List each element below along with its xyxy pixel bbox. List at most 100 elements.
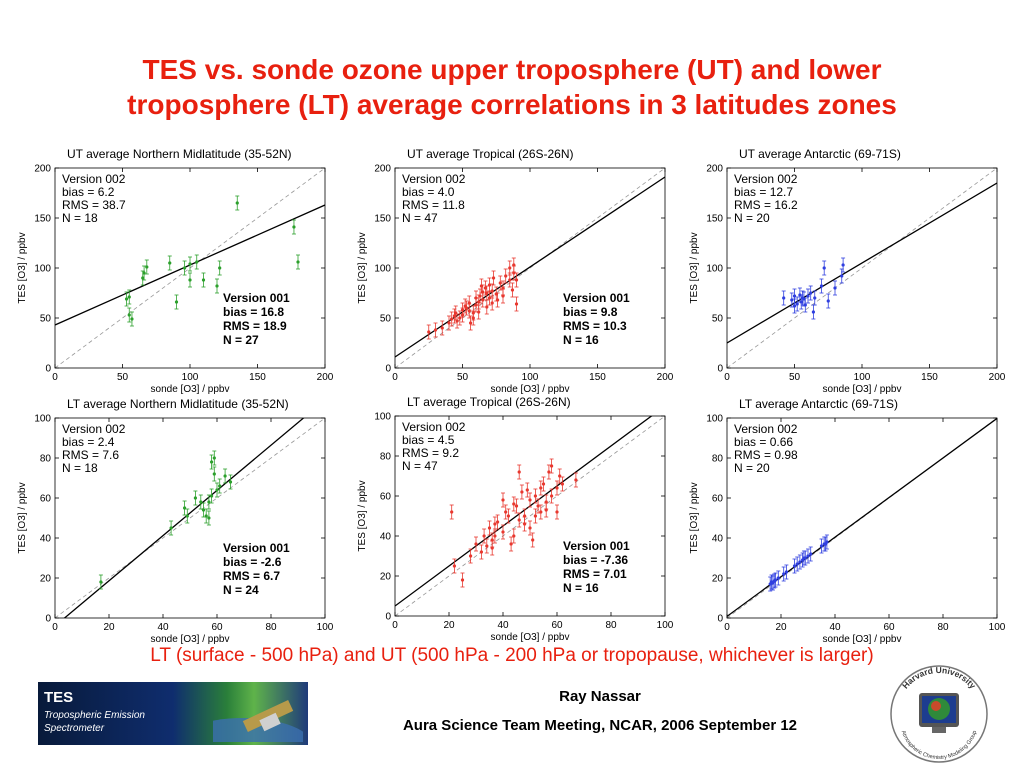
y-tick-label: 50 xyxy=(40,314,52,325)
point-marker xyxy=(474,542,478,546)
x-tick-label: 20 xyxy=(103,622,115,633)
x-tick-label: 60 xyxy=(883,622,895,633)
data-point xyxy=(826,293,831,309)
point-marker xyxy=(168,261,172,265)
y-tick-label: 100 xyxy=(34,264,51,275)
x-tick-label: 200 xyxy=(317,372,334,383)
data-point xyxy=(501,492,505,508)
data-point xyxy=(806,288,810,304)
v001-label: Version 001 xyxy=(223,541,290,555)
point-marker xyxy=(539,510,543,514)
data-point xyxy=(460,572,465,588)
point-marker xyxy=(496,298,500,302)
point-marker xyxy=(477,310,481,314)
v002-n: N = 20 xyxy=(734,211,770,225)
point-marker xyxy=(833,286,837,290)
point-marker xyxy=(819,544,824,548)
v002-n: N = 20 xyxy=(734,461,770,475)
data-point xyxy=(812,290,817,306)
point-marker xyxy=(469,321,473,325)
panel-title: UT average Antarctic (69-71S) xyxy=(739,147,901,161)
point-marker xyxy=(201,278,206,282)
data-point xyxy=(784,564,789,580)
v001-bias: bias = -2.6 xyxy=(223,555,282,569)
data-point xyxy=(495,292,500,308)
data-point xyxy=(503,504,508,520)
point-marker xyxy=(514,504,519,508)
x-tick-label: 150 xyxy=(921,372,938,383)
x-tick-label: 0 xyxy=(724,622,730,633)
data-point xyxy=(806,548,810,564)
point-marker xyxy=(541,482,546,486)
point-marker xyxy=(512,502,516,506)
x-axis-label: sonde [O3] / ppbv xyxy=(151,634,230,645)
data-point xyxy=(514,272,519,288)
footnote: LT (surface - 500 hPa) and UT (500 hPa -… xyxy=(150,645,874,666)
v001-rms: RMS = 7.01 xyxy=(563,567,627,581)
panel-title: LT average Northern Midlatitude (35-52N) xyxy=(67,397,289,411)
banner-title: TES xyxy=(44,689,74,706)
data-point xyxy=(819,538,824,554)
point-marker xyxy=(550,464,554,468)
x-tick-label: 200 xyxy=(657,372,674,383)
data-point xyxy=(140,270,145,286)
banner-line-2: Spectrometer xyxy=(44,723,105,734)
data-point xyxy=(235,195,240,211)
data-point xyxy=(795,296,800,312)
point-marker xyxy=(210,460,214,464)
data-point xyxy=(476,304,481,320)
y-tick-label: 0 xyxy=(717,364,723,375)
data-point xyxy=(426,324,431,340)
point-marker xyxy=(508,266,512,270)
presenter-name: Ray Nassar xyxy=(559,688,641,705)
x-tick-label: 50 xyxy=(117,372,129,383)
data-point xyxy=(182,260,187,276)
point-marker xyxy=(514,278,519,282)
point-marker xyxy=(479,284,483,288)
point-marker xyxy=(452,314,456,318)
v002-label: Version 002 xyxy=(62,172,126,186)
chart-ut-northern-midlatitude: UT average Northern Midlatitude (35-52N)… xyxy=(17,147,334,395)
x-axis-label: sonde [O3] / ppbv xyxy=(491,384,570,395)
x-tick-label: 100 xyxy=(522,372,539,383)
x-tick-label: 80 xyxy=(265,622,277,633)
one-to-one-line xyxy=(55,418,325,618)
point-marker xyxy=(207,516,211,520)
point-marker xyxy=(235,201,239,205)
point-marker xyxy=(483,286,488,290)
y-tick-label: 100 xyxy=(706,264,723,275)
point-marker xyxy=(460,578,465,582)
data-point xyxy=(212,466,217,482)
data-point xyxy=(792,298,797,314)
x-tick-label: 40 xyxy=(497,620,509,631)
data-point xyxy=(528,492,532,508)
v002-rms: RMS = 11.8 xyxy=(402,198,465,212)
v002-n: N = 18 xyxy=(62,461,98,475)
point-marker xyxy=(427,330,431,334)
point-marker xyxy=(498,281,502,285)
y-tick-label: 40 xyxy=(380,532,392,543)
data-point xyxy=(773,572,778,588)
v002-bias: bias = 6.2 xyxy=(62,185,115,199)
data-point xyxy=(449,504,454,520)
v001-label: Version 001 xyxy=(563,291,630,305)
point-marker xyxy=(798,560,802,564)
chart-lt-tropical: LT average Tropical (26S-26N) 0 20 40 60 80 10… xyxy=(357,395,674,643)
y-axis-label: TES [O3] / ppbv xyxy=(17,482,28,553)
data-point xyxy=(464,300,469,316)
data-point xyxy=(449,311,454,327)
data-point xyxy=(201,272,206,288)
data-point xyxy=(501,524,505,540)
point-marker xyxy=(130,317,134,321)
chart-ut-tropical: UT average Tropical (26S-26N) 0 50 100 150 20… xyxy=(357,147,674,395)
y-tick-label: 40 xyxy=(40,534,52,545)
y-tick-label: 40 xyxy=(712,534,724,545)
x-tick-label: 60 xyxy=(211,622,223,633)
data-point xyxy=(841,257,846,273)
data-point xyxy=(811,304,816,320)
point-marker xyxy=(469,554,473,558)
data-point xyxy=(217,260,222,276)
point-marker xyxy=(506,514,510,518)
data-point xyxy=(541,476,546,492)
x-tick-label: 100 xyxy=(317,622,334,633)
